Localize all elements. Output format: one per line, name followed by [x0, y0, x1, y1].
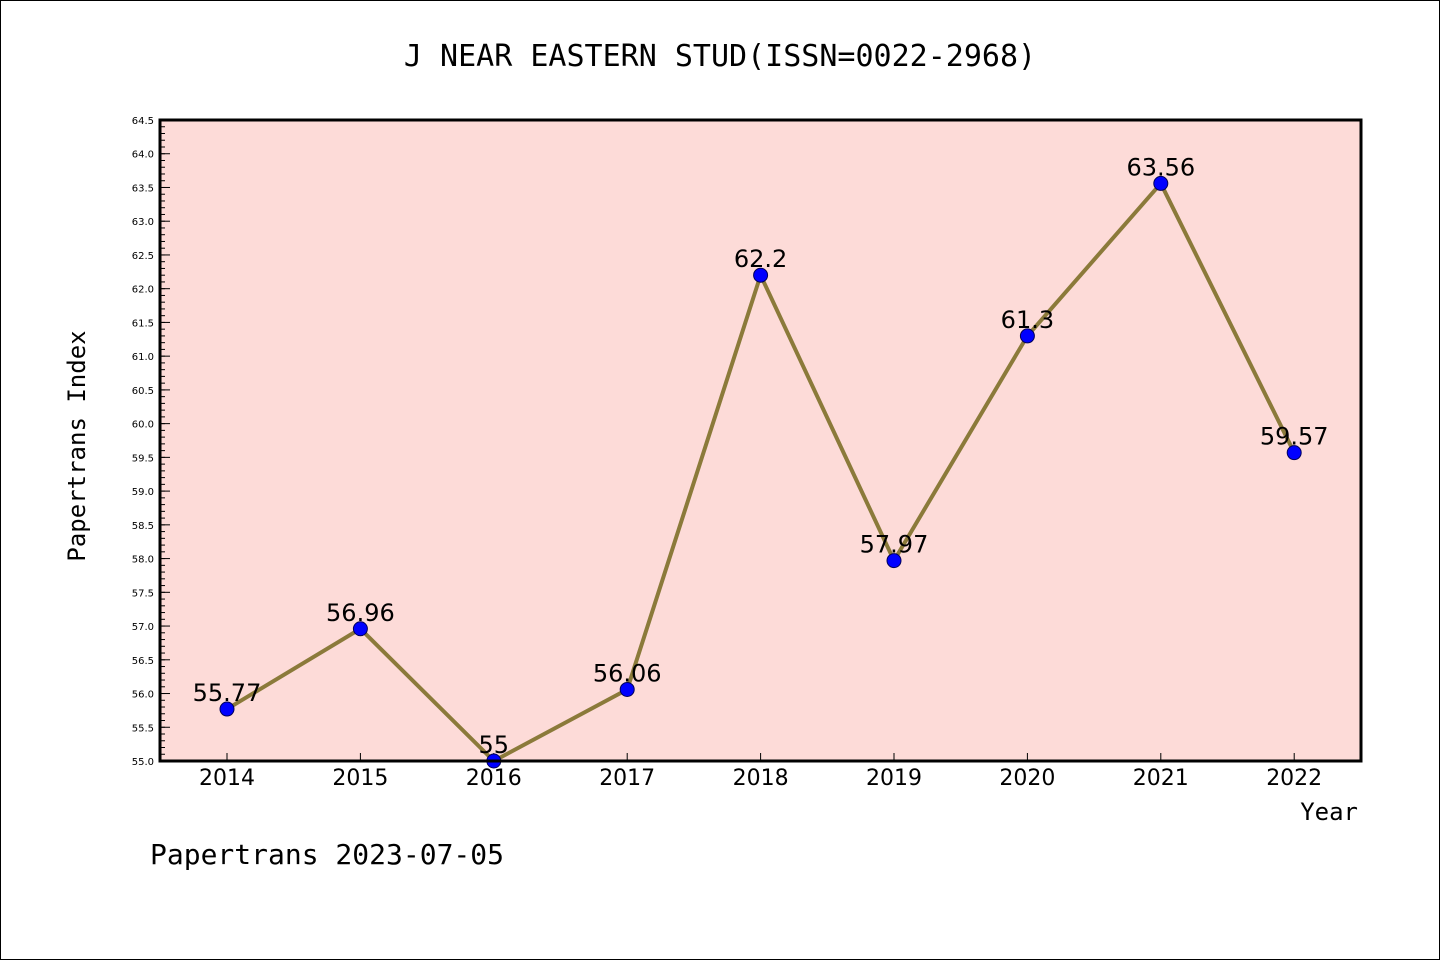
- x-tick-label: 2021: [1133, 766, 1189, 791]
- plot-area: [160, 120, 1361, 761]
- chart-title: J NEAR EASTERN STUD(ISSN=0022-2968): [404, 39, 1036, 74]
- data-label: 59.57: [1260, 423, 1329, 451]
- y-tick-label: 59.0: [132, 487, 154, 498]
- y-tick-label: 62.5: [132, 251, 154, 262]
- x-tick-label: 2017: [599, 766, 655, 791]
- data-label: 56.06: [593, 659, 662, 687]
- data-label: 56.96: [326, 599, 395, 627]
- data-points: [219, 175, 1302, 769]
- y-tick-label: 60.0: [132, 420, 154, 431]
- y-tick-label: 61.5: [132, 318, 154, 329]
- y-tick-label: 64.5: [132, 116, 154, 127]
- data-point: [753, 267, 769, 283]
- data-label: 61.3: [1001, 306, 1054, 334]
- data-point: [352, 621, 368, 637]
- y-axis: 55.0 55.5 56.0 56.5 57.0 57.5 58.0 58.5 59.0 59.5…: [132, 116, 170, 768]
- y-tick-label: 58.0: [132, 555, 154, 566]
- y-tick-label: 63.0: [132, 217, 154, 228]
- y-tick-label: 57.0: [132, 622, 154, 633]
- x-axis-label: Year: [1300, 798, 1358, 826]
- data-point: [1286, 445, 1302, 461]
- x-tick-label: 2020: [999, 766, 1055, 791]
- y-tick-label: 56.5: [132, 656, 154, 667]
- y-tick-label: 56.0: [132, 690, 154, 701]
- data-point: [1153, 175, 1169, 191]
- y-tick-label: 55.5: [132, 723, 154, 734]
- y-tick-label: 60.5: [132, 386, 154, 397]
- data-label: 57.97: [860, 531, 929, 559]
- data-label: 62.2: [734, 245, 787, 273]
- x-axis: 2014 2015 2016 2017 2018 2019 2020 2021 2022: [199, 753, 1322, 791]
- y-tick-label: 57.5: [132, 588, 154, 599]
- x-tick-label: 2018: [733, 766, 789, 791]
- x-tick-label: 2016: [466, 766, 522, 791]
- data-point: [886, 553, 902, 569]
- y-tick-label: 64.0: [132, 150, 154, 161]
- y-tick-label: 58.5: [132, 521, 154, 532]
- data-label: 55: [479, 731, 510, 759]
- y-tick-label: 55.0: [132, 757, 154, 768]
- y-axis-label: Papertrans Index: [63, 330, 91, 561]
- data-label: 55.77: [193, 679, 262, 707]
- data-point: [619, 681, 635, 697]
- x-tick-label: 2014: [199, 766, 255, 791]
- data-point: [219, 701, 235, 717]
- data-point: [1019, 328, 1035, 344]
- y-tick-label: 62.0: [132, 285, 154, 296]
- y-tick-label: 61.0: [132, 352, 154, 363]
- data-labels: 55.77 56.96 55 56.06 62.2 57.97 61.3 63.56 59.57: [193, 153, 1329, 759]
- x-tick-label: 2019: [866, 766, 922, 791]
- y-tick-label: 63.5: [132, 183, 154, 194]
- footer-text: Papertrans 2023-07-05: [150, 838, 504, 871]
- plot-border: [158, 118, 1363, 763]
- x-tick-label: 2022: [1266, 766, 1322, 791]
- data-label: 63.56: [1126, 153, 1195, 181]
- x-tick-label: 2015: [332, 766, 388, 791]
- y-tick-label: 59.5: [132, 453, 154, 464]
